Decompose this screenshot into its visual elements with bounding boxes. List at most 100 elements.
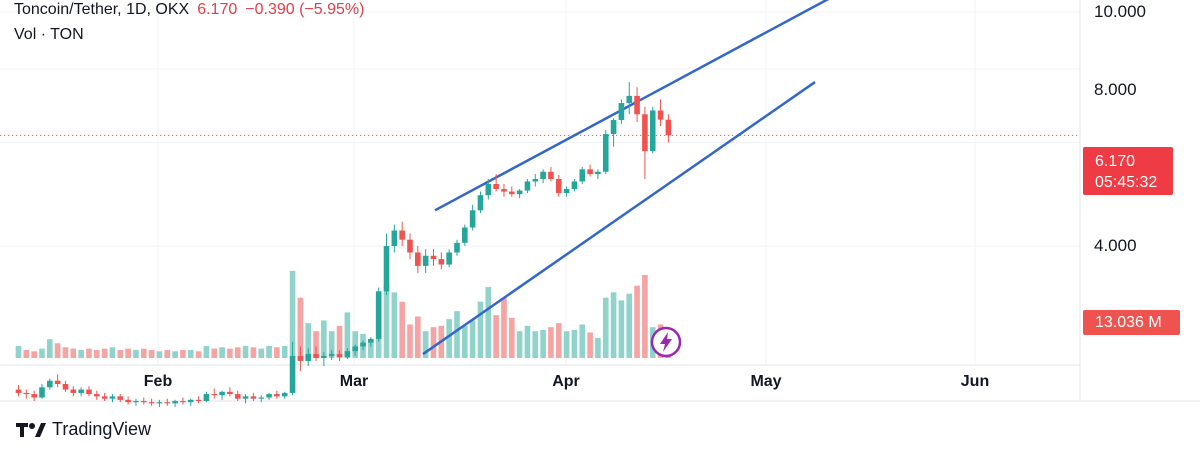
x-tick-label: Jun: [960, 373, 990, 390]
candle-body: [180, 401, 186, 403]
candle-body: [203, 394, 210, 402]
volume-bar: [86, 348, 92, 358]
volume-bar: [156, 351, 163, 358]
candle-body: [571, 181, 578, 190]
volume-bar: [54, 343, 61, 358]
candle-body: [313, 354, 319, 358]
volume-bar: [548, 327, 554, 358]
candle-body: [657, 110, 664, 120]
volume-bar: [211, 348, 218, 358]
volume-bar: [94, 349, 100, 358]
volume-bar: [23, 349, 30, 358]
candle-body: [485, 183, 492, 196]
volume-bar: [407, 324, 413, 358]
candle-body: [665, 119, 672, 136]
volume-bar: [532, 331, 539, 358]
countdown-timer: 05:45:32: [1095, 174, 1158, 191]
volume-bar: [250, 347, 257, 358]
volume-bar: [391, 292, 398, 358]
candle-body: [579, 169, 586, 182]
candle-body: [391, 230, 398, 246]
candle-body: [634, 95, 640, 115]
volume-bar: [477, 301, 484, 358]
candle-body: [462, 227, 468, 243]
volume-bar: [579, 324, 586, 358]
price-badge-value: 6.170: [1095, 153, 1136, 170]
volume-bar: [587, 332, 593, 358]
tradingview-logo-icon: [16, 422, 46, 437]
candle-body: [454, 242, 460, 253]
candle-body: [297, 356, 304, 361]
last-price: 6.170: [197, 1, 238, 18]
candle-body: [117, 396, 124, 400]
volume-legend: Vol · TON: [14, 25, 364, 45]
channel-lower-line: [422, 81, 816, 356]
volume-bar: [234, 347, 241, 358]
candle-body: [328, 354, 335, 357]
y-tick-label: 10.000: [1094, 2, 1146, 21]
candle-body: [47, 380, 53, 388]
candle-body: [31, 394, 37, 398]
candle-body: [227, 391, 233, 395]
candle-body: [258, 397, 265, 399]
tradingview-brand[interactable]: TradingView: [16, 419, 151, 440]
volume-bar: [195, 351, 202, 358]
volume-bar: [485, 286, 492, 358]
volume-bar: [555, 323, 562, 358]
candle-body: [618, 103, 625, 121]
volume-bar: [368, 341, 374, 358]
candle-body: [422, 255, 429, 266]
candle-body: [94, 394, 100, 397]
candle-body: [540, 171, 546, 179]
volume-bar: [172, 351, 178, 358]
volume-bar: [101, 348, 108, 358]
volume-bar: [321, 320, 327, 358]
candle-body: [54, 380, 61, 385]
candle-body: [140, 401, 147, 403]
candle-body: [407, 239, 413, 253]
volume-bar: [618, 300, 625, 358]
candle-body: [195, 399, 202, 402]
candle-body: [242, 396, 249, 399]
candle-body: [78, 389, 84, 393]
candle-body: [602, 134, 609, 172]
candle-body: [469, 210, 476, 228]
volume-bar: [446, 319, 452, 358]
volume-bar: [422, 331, 429, 358]
volume-bar: [180, 349, 186, 358]
volume-bar: [274, 347, 280, 358]
candle-body: [383, 246, 390, 292]
volume-bar: [47, 339, 53, 358]
brand-name: TradingView: [52, 419, 152, 439]
candle-body: [23, 392, 30, 395]
candle-body: [62, 384, 69, 390]
candle-body: [610, 120, 617, 135]
candle-body: [430, 255, 437, 260]
volume-bar: [328, 331, 335, 358]
volume-bar: [266, 345, 272, 358]
candle-body: [281, 392, 288, 397]
volume-bar: [602, 297, 609, 358]
volume-bar: [148, 349, 155, 358]
candle-body: [415, 252, 421, 266]
candle-body: [219, 391, 225, 396]
volume-bar: [297, 297, 304, 358]
volume-bar: [219, 347, 225, 358]
volume-bar: [140, 348, 147, 358]
lightning-icon[interactable]: [650, 326, 682, 358]
volume-bar: [415, 316, 421, 358]
candle-body: [563, 189, 570, 194]
candle-body: [164, 402, 171, 404]
candle-body: [642, 114, 648, 152]
volume-bar: [524, 325, 531, 358]
price-change: −0.390 (−5.95%): [245, 1, 365, 18]
candle-body: [352, 346, 358, 352]
candle-body: [266, 394, 272, 398]
candle-body: [438, 259, 445, 265]
candle-body: [336, 354, 343, 357]
volume-bar: [469, 320, 476, 358]
candle-body: [133, 401, 139, 403]
volume-bar: [642, 274, 648, 358]
volume-bar: [626, 293, 633, 358]
